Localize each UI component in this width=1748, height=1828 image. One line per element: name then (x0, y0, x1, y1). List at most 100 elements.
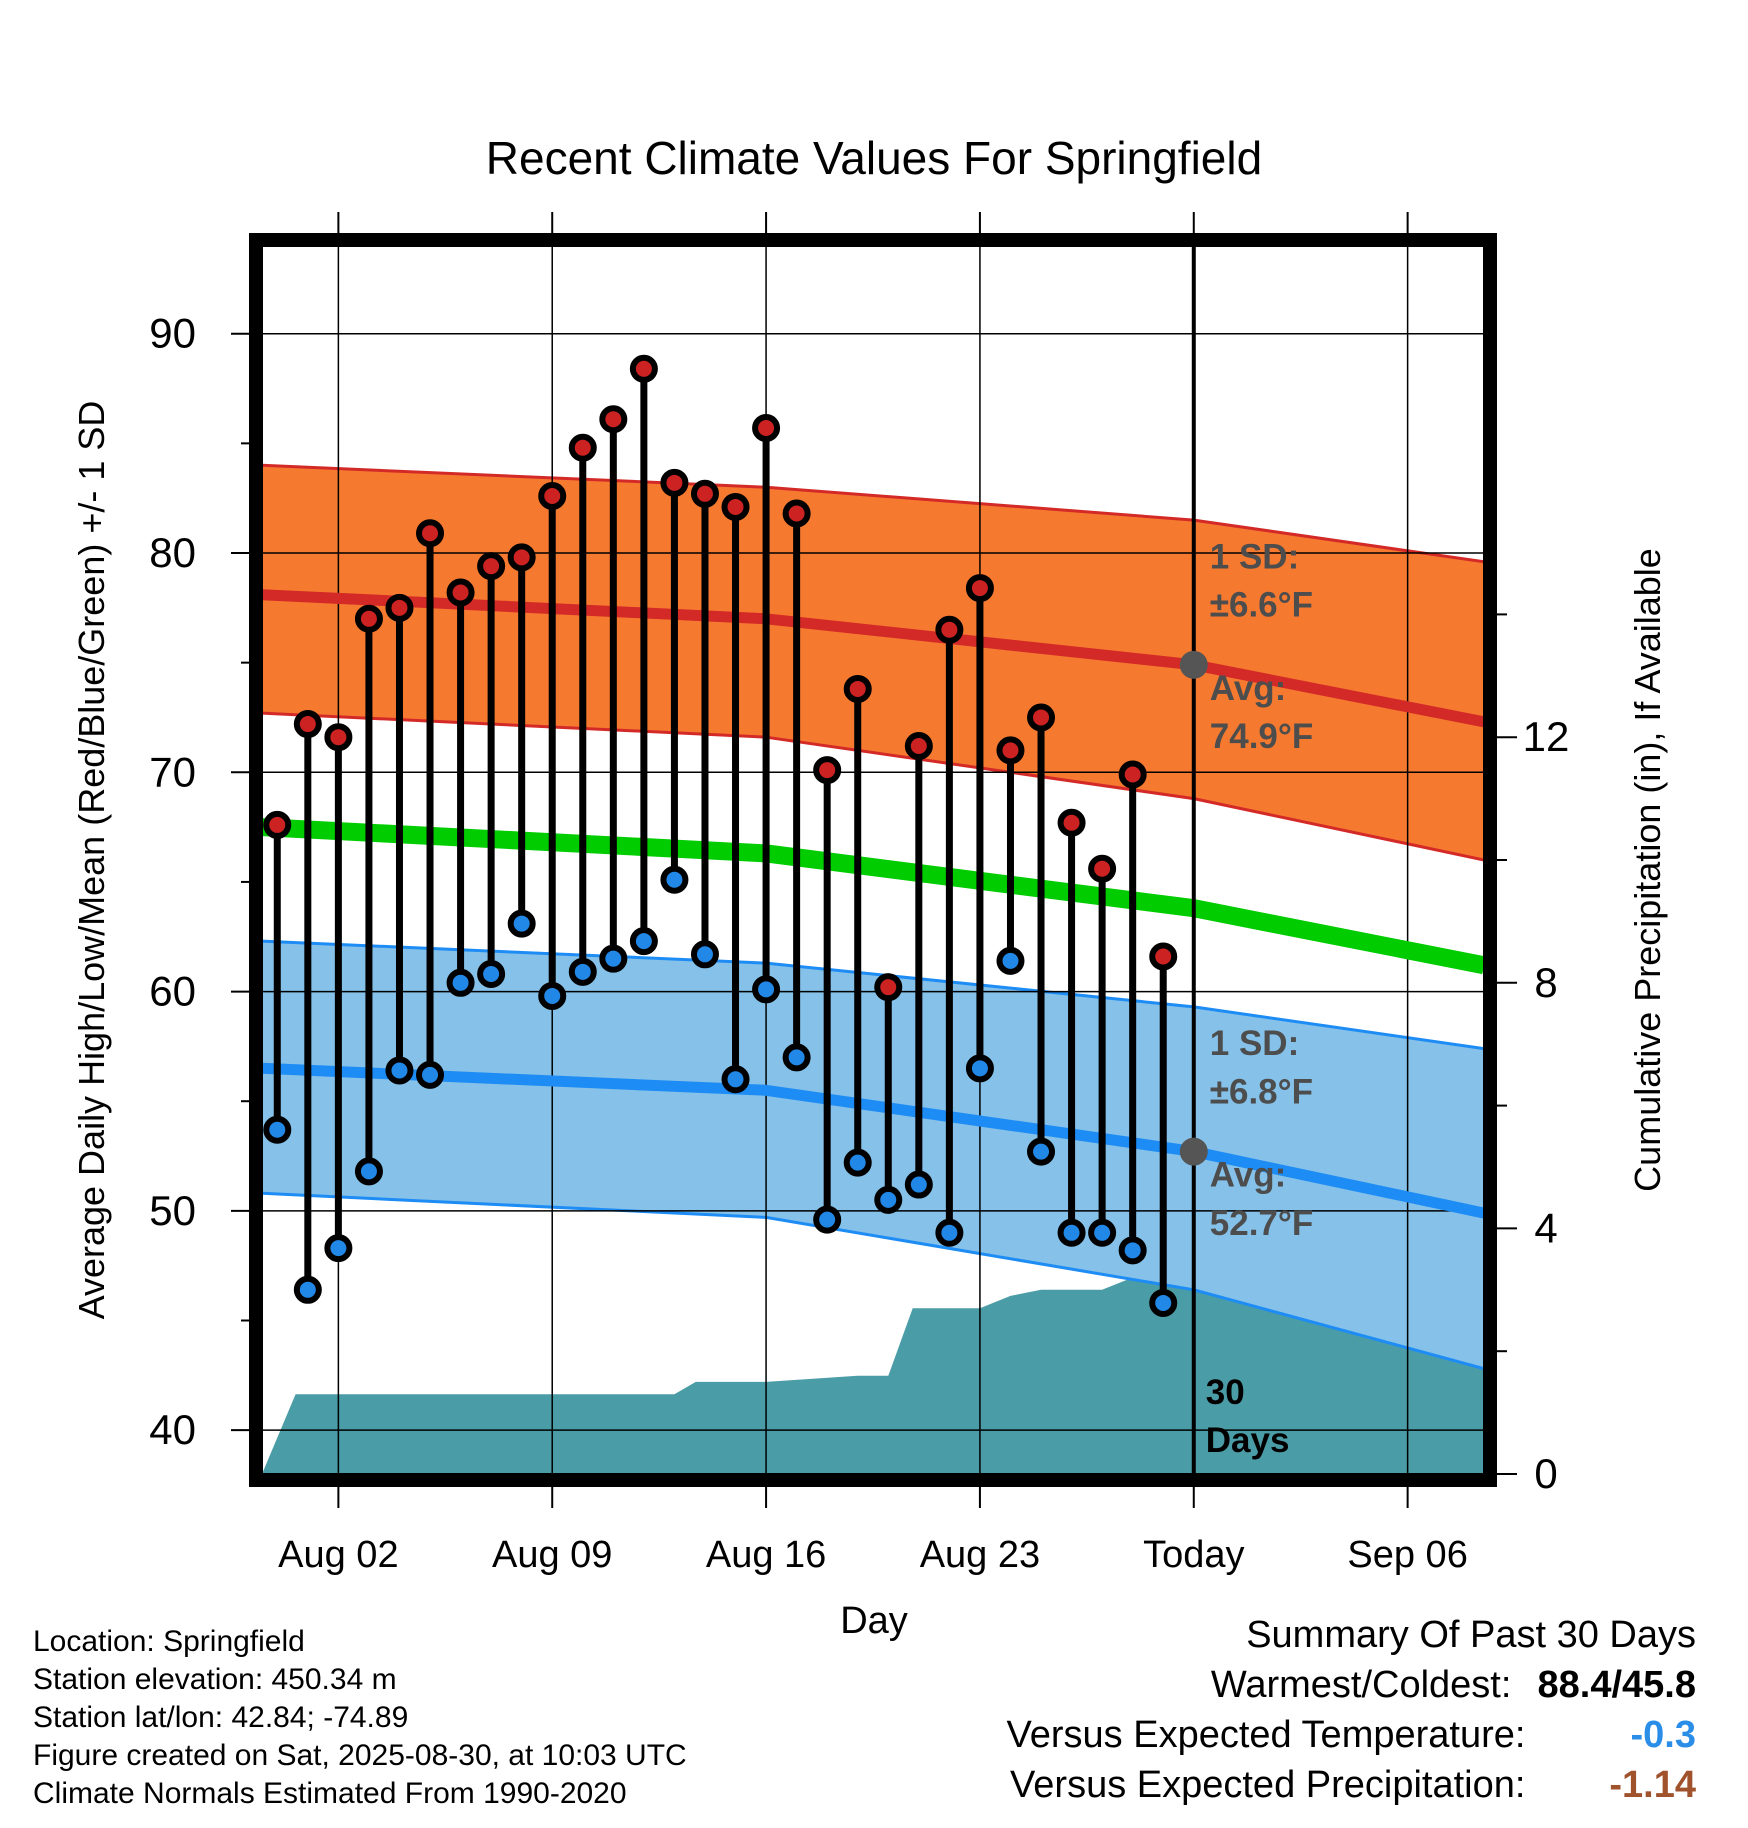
daily-low-point (629, 927, 658, 956)
high-sd-value: ±6.6°F (1210, 586, 1313, 625)
precip-area (262, 1277, 1484, 1474)
daily-low-point (507, 909, 536, 938)
daily-high-point (446, 578, 475, 607)
daily-high-point (660, 468, 689, 497)
daily-high-point (507, 543, 536, 572)
daily-high-point (752, 414, 781, 443)
daily-low-point (293, 1275, 322, 1304)
temp-label: Versus Expected Temperature: (1006, 1714, 1526, 1756)
daily-low-point (660, 865, 689, 894)
daily-low-point (874, 1185, 903, 1214)
days-label-number: 30 (1206, 1373, 1245, 1412)
today-high-marker (1179, 650, 1208, 679)
daily-high-point (965, 574, 994, 603)
daily-low-point (904, 1170, 933, 1199)
daily-low-point (935, 1218, 964, 1247)
high-avg-label: Avg: (1210, 669, 1286, 708)
daily-low-point (813, 1205, 842, 1234)
x-tick-label: Today (1143, 1534, 1244, 1576)
daily-low-point (1149, 1288, 1178, 1317)
daily-high-point (324, 723, 353, 752)
daily-high-point (477, 552, 506, 581)
warmest-value: 88.4/45.8 (1537, 1664, 1696, 1706)
days-label-text: Days (1206, 1421, 1290, 1460)
daily-high-point (782, 499, 811, 528)
high-avg-value: 74.9°F (1210, 717, 1314, 756)
daily-high-point (1057, 808, 1086, 837)
high-sd-band (262, 465, 1484, 860)
warmest-label: Warmest/Coldest: (1210, 1664, 1512, 1706)
normal-mean-line (262, 818, 1484, 975)
y-axis-label: Average Daily High/Low/Mean (Red/Blue/Gr… (71, 401, 112, 1320)
daily-low-point (385, 1056, 414, 1085)
daily-high-point (904, 731, 933, 760)
low-sd-label: 1 SD: (1210, 1024, 1299, 1063)
y-tick-label: 60 (149, 968, 196, 1015)
low-avg-value: 52.7°F (1210, 1204, 1314, 1243)
daily-low-point (843, 1148, 872, 1177)
precip-row: Versus Expected Precipitation: -1.14 (1007, 1760, 1696, 1810)
daily-high-point (599, 405, 628, 434)
y-tick-label: 90 (149, 310, 196, 357)
daily-high-point (721, 492, 750, 521)
daily-low-point (538, 981, 567, 1010)
daily-high-point (416, 519, 445, 548)
daily-low-point (1027, 1137, 1056, 1166)
x-tick-label: Aug 09 (492, 1534, 612, 1576)
chart-title: Recent Climate Values For Springfield (486, 132, 1262, 184)
daily-low-point (263, 1115, 292, 1144)
x-tick-label: Sep 06 (1347, 1534, 1467, 1576)
summary-heading: Summary Of Past 30 Days (1246, 1614, 1696, 1656)
daily-high-point (385, 593, 414, 622)
daily-high-point (1149, 942, 1178, 971)
warmest-row: Warmest/Coldest: 88.4/45.8 (1007, 1660, 1696, 1710)
created-text: Figure created on Sat, 2025-08-30, at 10… (33, 1739, 687, 1772)
daily-low-point (324, 1234, 353, 1263)
plot-frame (249, 233, 1497, 1487)
daily-low-point (416, 1060, 445, 1089)
daily-low-point (446, 968, 475, 997)
daily-high-point (813, 756, 842, 785)
location-text: Location: Springfield (33, 1625, 305, 1658)
x-tick-label: Aug 02 (278, 1534, 398, 1576)
y2-tick-label: 0 (1534, 1450, 1557, 1497)
station-info: Location: Springfield Station elevation:… (33, 1623, 687, 1813)
precip-label: Versus Expected Precipitation: (1010, 1764, 1526, 1806)
daily-high-point (690, 479, 719, 508)
daily-high-point (568, 433, 597, 462)
daily-low-point (1057, 1218, 1086, 1247)
low-sd-band (262, 941, 1484, 1369)
y-tick-label: 70 (149, 748, 196, 795)
daily-low-point (477, 960, 506, 989)
temp-value: -0.3 (1630, 1714, 1696, 1756)
y2-tick-label: 4 (1534, 1204, 1557, 1251)
daily-high-point (874, 973, 903, 1002)
daily-low-point (690, 940, 719, 969)
low-avg-label: Avg: (1210, 1156, 1286, 1195)
daily-high-point (1088, 854, 1117, 883)
x-tick-label: Aug 23 (920, 1534, 1040, 1576)
y-tick-label: 40 (149, 1406, 196, 1453)
today-low-marker (1179, 1137, 1208, 1166)
daily-high-point (629, 354, 658, 383)
daily-low-point (1088, 1218, 1117, 1247)
low-sd-value: ±6.8°F (1210, 1072, 1313, 1111)
daily-low-point (782, 1043, 811, 1072)
y2-axis-label: Cumulative Precipitation (in), If Availa… (1627, 548, 1668, 1192)
precip-value: -1.14 (1609, 1764, 1696, 1806)
elevation-text: Station elevation: 450.34 m (33, 1663, 397, 1696)
y-tick-label: 50 (149, 1187, 196, 1234)
daily-low-point (965, 1054, 994, 1083)
daily-high-point (935, 615, 964, 644)
normal-low-line (262, 1062, 1484, 1219)
daily-low-point (599, 944, 628, 973)
daily-low-point (721, 1065, 750, 1094)
daily-low-point (996, 946, 1025, 975)
temp-row: Versus Expected Temperature: -0.3 (1007, 1710, 1696, 1760)
daily-low-point (752, 975, 781, 1004)
high-sd-label: 1 SD: (1210, 537, 1299, 576)
daily-high-point (843, 674, 872, 703)
y-tick-label: 80 (149, 529, 196, 576)
y2-tick-label: 12 (1523, 713, 1570, 760)
